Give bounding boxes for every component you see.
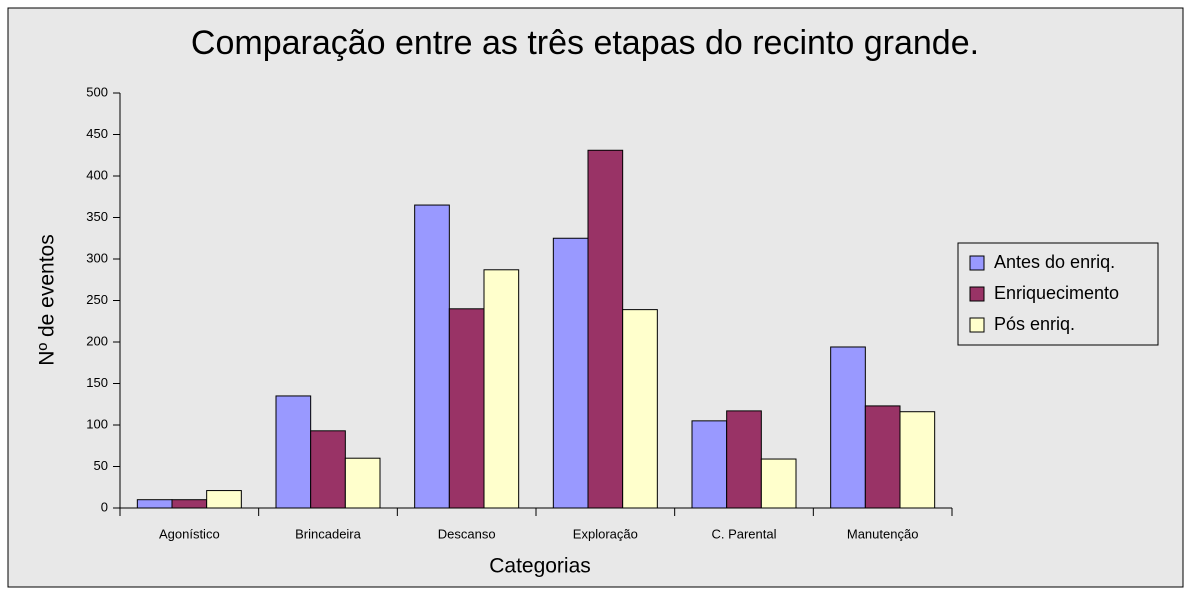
chart-title: Comparação entre as três etapas do recin…	[191, 24, 979, 62]
bar	[275, 395, 312, 509]
legend-label: Enriquecimento	[994, 283, 1119, 303]
y-tick-label: 250	[86, 292, 108, 307]
bar	[864, 405, 901, 509]
legend-swatch	[969, 317, 985, 333]
y-tick-label: 50	[94, 458, 108, 473]
y-tick-label: 450	[86, 126, 108, 141]
y-tick-label: 400	[86, 167, 108, 182]
bar	[310, 430, 346, 509]
y-tick-label: 150	[86, 375, 108, 390]
bar	[483, 269, 520, 509]
legend-label: Pós enriq.	[994, 314, 1075, 334]
legend	[957, 242, 1159, 346]
x-tick-label: Brincadeira	[295, 526, 362, 541]
y-tick-label: 300	[86, 250, 108, 265]
bar	[691, 420, 728, 509]
bar	[171, 499, 208, 509]
x-tick-label: Descanso	[438, 526, 496, 541]
bar	[760, 458, 797, 509]
bar	[622, 309, 658, 509]
x-axis-label: Categorias	[489, 555, 591, 578]
bar	[726, 410, 762, 509]
x-tick-label: Agonístico	[159, 526, 220, 541]
y-tick-label: 0	[101, 499, 108, 514]
bar	[206, 490, 242, 509]
x-tick-label: Manutenção	[847, 526, 919, 541]
bar	[587, 149, 624, 509]
legend-label: Antes do enriq.	[994, 252, 1115, 272]
bar	[136, 499, 173, 509]
bar	[344, 457, 381, 509]
bar	[448, 308, 485, 509]
y-tick-label: 350	[86, 209, 108, 224]
bar	[830, 346, 866, 509]
bar	[552, 237, 589, 509]
legend-swatch	[969, 255, 985, 271]
y-tick-label: 500	[86, 84, 108, 99]
y-tick-label: 200	[86, 333, 108, 348]
legend-swatch	[969, 286, 985, 302]
x-tick-label: C. Parental	[711, 526, 776, 541]
x-tick-label: Exploração	[573, 526, 638, 541]
bar	[899, 411, 936, 509]
bar	[414, 204, 450, 509]
y-tick-label: 100	[86, 416, 108, 431]
y-axis-label: Nº de eventos	[36, 234, 59, 365]
